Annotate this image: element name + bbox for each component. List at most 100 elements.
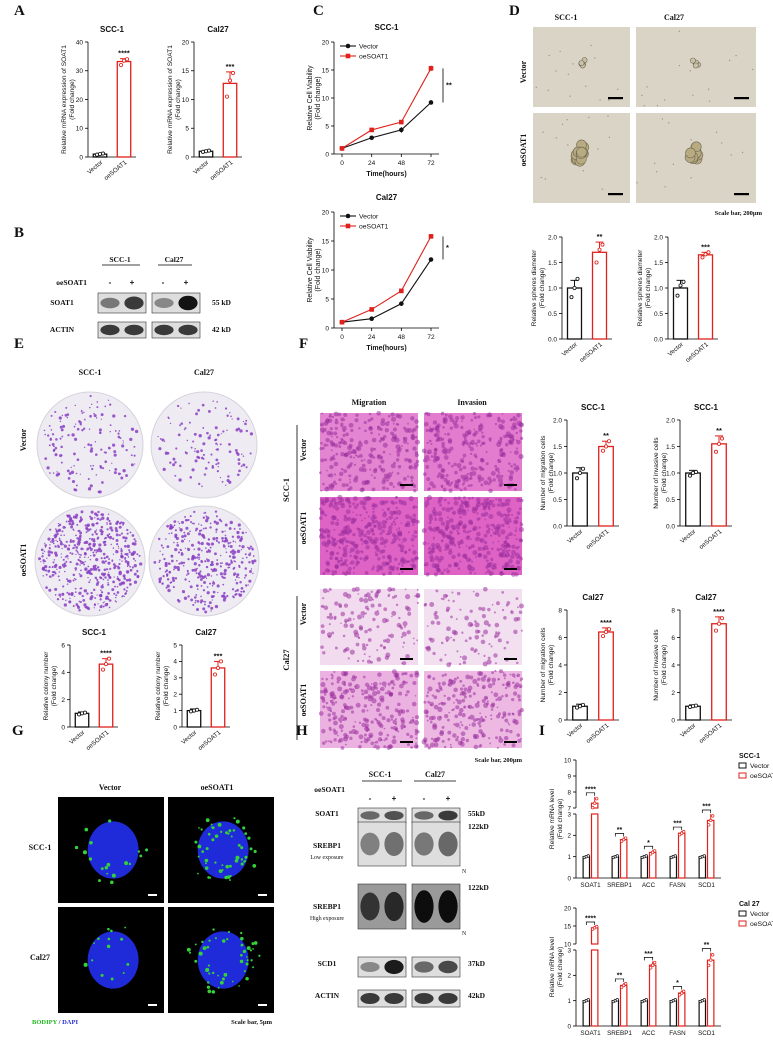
colony — [106, 602, 109, 605]
cell — [497, 638, 502, 643]
colony — [169, 581, 172, 584]
cell — [498, 552, 504, 558]
cell — [330, 515, 337, 521]
lipid-droplet — [83, 962, 88, 967]
cell — [511, 514, 514, 517]
colony — [80, 410, 83, 412]
cell — [506, 498, 509, 501]
colony — [207, 538, 210, 541]
colony — [160, 576, 162, 579]
colony — [50, 576, 52, 578]
colony — [196, 556, 199, 559]
cell — [432, 484, 437, 489]
cell — [448, 678, 452, 682]
colony — [75, 423, 77, 425]
cell — [352, 725, 356, 728]
colony — [226, 594, 229, 598]
colony — [131, 554, 134, 556]
colony — [94, 597, 97, 599]
colony — [78, 529, 81, 532]
marker-oeSOAT1 — [339, 146, 345, 151]
cell — [376, 625, 380, 629]
colony — [174, 474, 177, 477]
colony — [109, 522, 112, 526]
cell — [389, 692, 394, 697]
cell — [387, 421, 390, 424]
cell — [319, 471, 322, 475]
cell — [502, 713, 507, 718]
cell — [384, 545, 387, 548]
colony — [215, 515, 219, 518]
cell — [326, 469, 328, 472]
cell — [456, 650, 459, 653]
cell — [479, 444, 483, 447]
cell — [342, 502, 345, 506]
colony — [114, 585, 116, 588]
colony — [241, 531, 245, 535]
cell — [385, 561, 390, 566]
significance-label: **** — [585, 786, 596, 793]
data-point — [581, 702, 586, 707]
y-axis-label-2: (Fold change) — [315, 76, 322, 119]
lipid-droplet — [200, 828, 203, 831]
cell — [406, 743, 410, 747]
cell — [487, 607, 491, 612]
cell — [406, 690, 410, 694]
lipid-droplet — [231, 980, 234, 983]
cell — [503, 616, 507, 620]
cell — [406, 475, 410, 478]
data-point — [706, 250, 711, 255]
colony — [227, 545, 230, 548]
cell — [350, 518, 356, 524]
marker-Vector — [369, 316, 374, 322]
data-point — [104, 662, 109, 667]
cell — [490, 708, 494, 711]
chart-title: Cal27 — [207, 25, 229, 34]
cell — [400, 522, 403, 524]
colony — [68, 472, 72, 475]
colony — [98, 428, 102, 432]
colony — [217, 466, 220, 468]
cell — [459, 560, 462, 563]
cell — [330, 435, 333, 438]
panel-letter-A: A — [14, 3, 25, 19]
data-point — [125, 57, 130, 62]
cell — [382, 512, 387, 518]
size-label: 122kD — [468, 883, 489, 892]
colony — [133, 564, 137, 568]
colony — [184, 516, 187, 518]
colony — [214, 552, 217, 556]
cell — [482, 586, 488, 592]
blot-sign: - — [369, 794, 372, 803]
colony — [131, 534, 135, 537]
cell — [345, 564, 349, 567]
cell — [379, 682, 382, 685]
colony — [54, 594, 57, 596]
cell — [333, 502, 339, 507]
colony — [136, 574, 140, 578]
cell — [473, 428, 476, 431]
cell — [387, 414, 391, 418]
cell — [369, 660, 373, 664]
lipid-droplet — [197, 872, 199, 875]
cell — [507, 712, 511, 716]
lipid-droplet — [202, 946, 207, 951]
y-tick-label: 10 — [564, 941, 572, 948]
bar-ACC-Vector — [640, 1000, 649, 1027]
cell — [460, 499, 463, 503]
blot-h-actin-scc1 — [357, 989, 407, 1008]
cell — [370, 741, 375, 746]
cell — [462, 440, 466, 445]
cell — [447, 480, 451, 484]
colony — [99, 598, 102, 601]
cell — [514, 682, 520, 688]
cell — [389, 633, 395, 639]
colony — [225, 551, 228, 554]
colony — [72, 579, 75, 582]
cell — [508, 549, 511, 552]
cell — [339, 694, 345, 700]
cell — [349, 481, 352, 484]
colony — [171, 576, 175, 580]
debris — [720, 142, 723, 144]
bar-oeSOAT1 — [591, 251, 608, 340]
